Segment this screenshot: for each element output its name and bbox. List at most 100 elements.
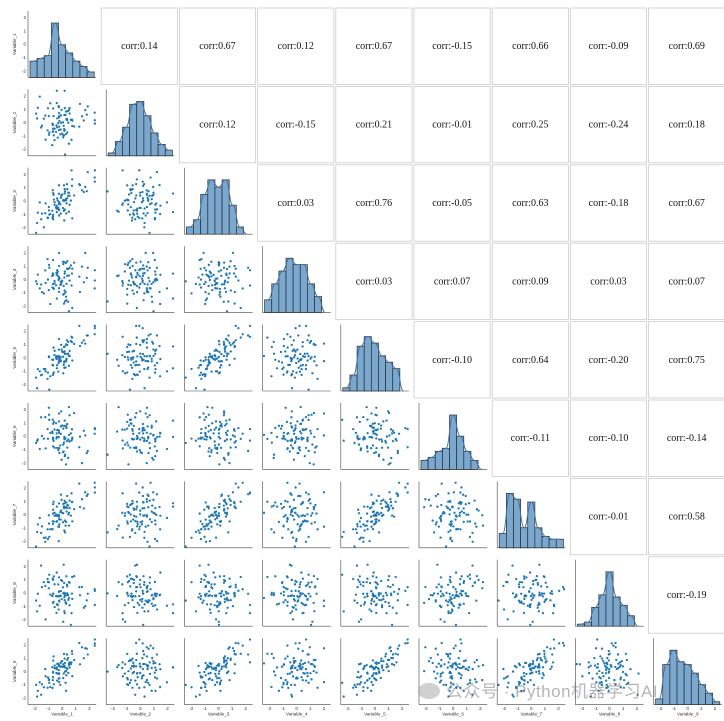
scatter-point	[212, 273, 215, 276]
scatter-point	[132, 581, 135, 585]
scatter-point	[214, 287, 217, 290]
scatter-point	[197, 529, 200, 532]
scatter-point	[380, 664, 384, 667]
scatter-point	[52, 655, 55, 658]
scatter-point	[462, 581, 465, 585]
scatter-point	[458, 511, 462, 514]
y-tick-label: -1	[22, 212, 27, 217]
scatter-point	[207, 678, 210, 681]
scatter-point	[117, 274, 120, 277]
scatter-point	[121, 536, 124, 539]
scatter-point	[165, 201, 169, 204]
scatter-point	[138, 427, 141, 431]
scatter-point	[154, 208, 157, 211]
scatter-point	[124, 663, 127, 666]
scatter-point	[481, 664, 485, 667]
scatter-point	[198, 564, 201, 567]
scatter-point	[203, 388, 206, 391]
scatter-point	[54, 422, 58, 425]
scatter-point	[226, 606, 229, 609]
scatter-point	[389, 646, 392, 649]
scatter-point	[375, 672, 378, 676]
scatter-point	[207, 363, 210, 367]
scatter-point	[225, 592, 228, 595]
scatter-point	[550, 665, 553, 668]
scatter-point	[301, 577, 304, 580]
scatter-point	[58, 677, 61, 680]
scatter-point	[142, 299, 145, 302]
scatter-point	[48, 131, 51, 134]
scatter-point	[57, 668, 61, 672]
scatter-point	[382, 668, 385, 672]
scatter-point	[117, 664, 120, 667]
scatter-point	[541, 676, 544, 680]
scatter-point	[204, 356, 207, 359]
scatter-point	[531, 579, 535, 583]
scatter-point	[199, 363, 203, 367]
scatter-point	[241, 481, 244, 484]
scatter-point	[60, 509, 63, 512]
scatter-point	[306, 671, 309, 675]
scatter-point	[202, 599, 205, 602]
scatter-point	[139, 586, 142, 589]
scatter-point	[126, 209, 129, 212]
scatter-point	[203, 535, 206, 539]
scatter-point	[141, 597, 144, 601]
scatter-point	[42, 581, 46, 584]
scatter-point	[502, 584, 505, 588]
scatter-point	[366, 505, 369, 508]
scatter-point	[55, 207, 58, 210]
corr-label: corr:0.09	[512, 276, 548, 287]
scatter-point	[204, 367, 208, 371]
scatter-point	[212, 432, 215, 435]
scatter-point	[534, 665, 537, 668]
scatter-point	[394, 652, 397, 655]
scatter-point	[67, 210, 71, 213]
scatter-point	[226, 429, 229, 432]
scatter-point	[523, 575, 526, 578]
scatter-point	[292, 518, 296, 521]
scatter-point	[468, 681, 472, 684]
scatter-point	[135, 590, 138, 593]
scatter-point	[605, 661, 609, 665]
scatter-point	[70, 169, 73, 172]
scatter-point	[375, 576, 378, 579]
scatter-point	[371, 592, 375, 595]
scatter-point	[531, 663, 534, 666]
scatter-point	[147, 524, 150, 527]
scatter-point	[57, 360, 61, 363]
scatter-point	[322, 342, 326, 345]
scatter-point	[199, 686, 203, 690]
scatter-point	[523, 683, 526, 686]
scatter-point	[57, 275, 60, 278]
scatter-point	[142, 439, 146, 443]
scatter-point	[69, 339, 73, 343]
scatter-point	[135, 505, 139, 508]
scatter-point	[62, 363, 65, 367]
scatter-point	[124, 620, 127, 623]
scatter-point	[51, 431, 54, 435]
x-tick-label: 2	[244, 706, 247, 711]
scatter-point	[391, 507, 394, 510]
scatter-point	[62, 184, 66, 187]
scatter-point	[57, 202, 61, 206]
scatter-point	[625, 658, 628, 662]
scatter-point	[47, 522, 51, 525]
scatter-point	[460, 642, 463, 645]
scatter-point	[432, 670, 436, 673]
scatter-point	[457, 507, 460, 510]
scatter-point	[129, 503, 132, 507]
scatter-point	[357, 578, 360, 582]
scatter-point	[123, 199, 126, 202]
scatter-point	[272, 531, 276, 534]
scatter-point	[48, 535, 51, 539]
corr-label: corr:0.18	[669, 120, 705, 131]
scatter-point	[158, 685, 162, 689]
scatter-point	[135, 360, 138, 363]
scatter-point	[300, 373, 303, 377]
scatter-point	[359, 583, 362, 586]
scatter-point	[131, 427, 134, 431]
scatter-point	[313, 665, 316, 669]
scatter-point	[143, 221, 146, 225]
corr-cell-frame	[570, 321, 648, 399]
